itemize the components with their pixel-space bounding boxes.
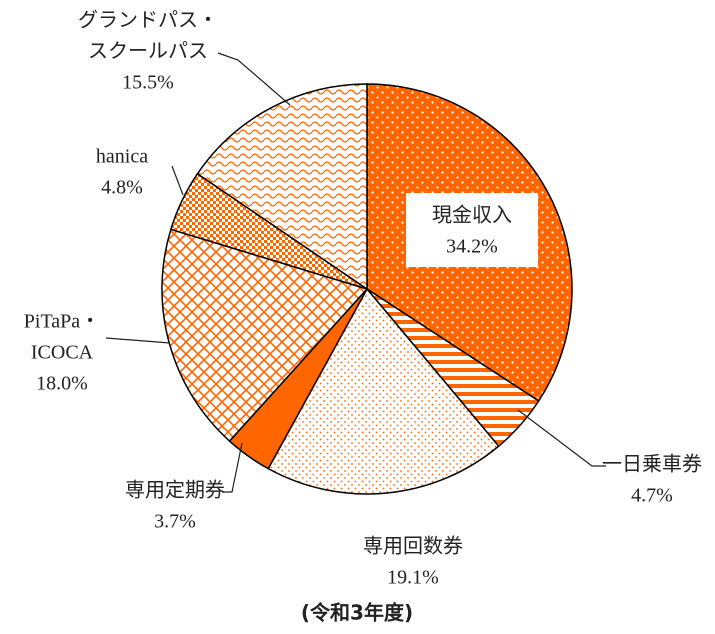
leader-line	[222, 442, 243, 493]
value-label: 4.8%	[101, 177, 143, 199]
leader-line	[171, 165, 184, 196]
category-label: 一日乗車券	[602, 453, 702, 476]
pie-slice	[161, 228, 369, 443]
pie	[161, 83, 573, 495]
category-label: スクールパス	[88, 40, 208, 63]
value-label: 34.2%	[446, 236, 498, 258]
leader-line	[217, 52, 291, 106]
label-box	[406, 193, 538, 267]
category-label: hanica	[96, 146, 148, 168]
category-label: 現金収入	[432, 204, 512, 227]
labels: 現金収入 34.2% 一日乗車券 4.7% 専用回数券 19.1% 専用定期券 3.7% PiT…	[24, 9, 702, 589]
value-label: 4.7%	[631, 485, 673, 507]
value-label: 3.7%	[154, 511, 196, 533]
category-label: PiTaPa・	[24, 311, 100, 333]
chart-title: (令和3年度)	[301, 601, 413, 625]
value-label: 18.0%	[36, 373, 88, 395]
category-label: 専用回数券	[363, 535, 463, 558]
pie-slice	[267, 287, 500, 495]
leader-line	[517, 409, 606, 467]
pie-slice	[196, 83, 368, 291]
leader-line	[105, 337, 171, 344]
value-label: 19.1%	[387, 567, 439, 589]
category-label: ICOCA	[31, 342, 94, 364]
category-label: 専用定期券	[125, 479, 225, 502]
value-label: 15.5%	[122, 72, 174, 94]
category-label: グランドパス・	[78, 9, 218, 32]
